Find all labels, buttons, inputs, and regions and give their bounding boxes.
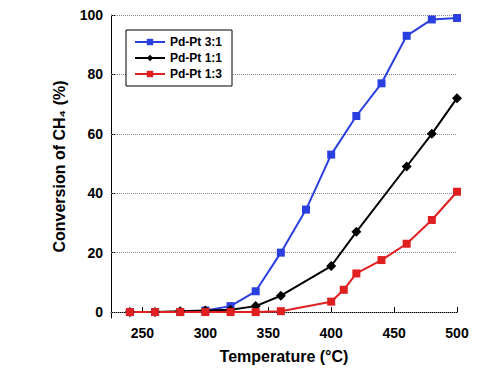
svg-text:80: 80 — [87, 66, 103, 82]
svg-text:250: 250 — [131, 325, 155, 341]
svg-text:60: 60 — [87, 126, 103, 142]
svg-text:350: 350 — [257, 325, 281, 341]
svg-text:400: 400 — [320, 325, 344, 341]
svg-text:450: 450 — [382, 325, 406, 341]
svg-text:0: 0 — [95, 304, 103, 320]
svg-text:Pd-Pt 1:1: Pd-Pt 1:1 — [170, 51, 222, 65]
svg-text:300: 300 — [194, 325, 218, 341]
svg-text:20: 20 — [87, 245, 103, 261]
svg-text:Pd-Pt 3:1: Pd-Pt 3:1 — [170, 35, 222, 49]
svg-text:40: 40 — [87, 185, 103, 201]
svg-text:500: 500 — [445, 325, 469, 341]
svg-text:Pd-Pt 1:3: Pd-Pt 1:3 — [170, 67, 222, 81]
svg-text:Temperature (°C): Temperature (°C) — [220, 348, 349, 365]
svg-text:Conversion of CH₄ (%): Conversion of CH₄ (%) — [51, 80, 68, 252]
svg-text:100: 100 — [80, 7, 104, 23]
